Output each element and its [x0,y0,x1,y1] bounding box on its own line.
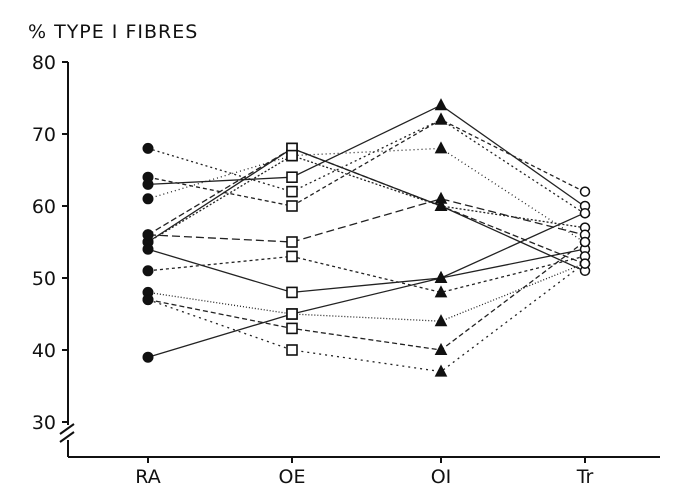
data-point-oi [434,191,448,204]
data-point-ra [142,243,154,255]
data-point-oe [286,236,298,248]
data-point-oi [434,285,448,298]
y-tick-label: 80 [32,52,56,74]
tick-labels: 30 40 50 60 70 80 RA OE OI Tr [32,52,594,488]
axes [59,61,660,463]
series-line [147,147,585,272]
series-line [147,241,585,351]
data-point-ra [142,294,154,306]
x-tick-label: OI [431,466,452,488]
series-line [147,118,585,214]
x-tick-label: OE [279,466,306,488]
series-line [147,248,585,294]
data-point-tr [579,186,591,197]
data-point-oe [286,344,298,356]
data-markers [142,98,591,377]
data-point-tr [579,258,591,269]
data-point-oi [434,112,448,125]
data-point-oe [286,185,298,198]
data-point-tr [579,236,591,248]
y-tick-label: 70 [32,124,56,146]
series-line [147,118,585,207]
data-point-oi [434,198,448,211]
data-point-oi [434,270,448,283]
data-point-ra [142,265,154,277]
data-point-oe [286,200,298,212]
y-tick-label: 30 [32,412,56,434]
series-line [147,147,585,265]
data-point-oe [286,308,298,320]
data-point-oi [434,342,448,355]
series-line [147,104,585,207]
series-line [147,198,585,243]
data-point-ra [142,142,154,154]
data-point-oe [286,286,298,299]
y-tick-label: 60 [32,196,56,218]
chart-title: % TYPE I FIBRES [28,21,198,43]
data-point-oi [434,141,448,154]
axis-break-mark [59,423,75,435]
data-point-oi [434,314,448,327]
x-tick-label: Tr [576,466,594,488]
y-tick-label: 50 [32,268,56,290]
data-point-ra [142,178,154,190]
data-point-ra [142,229,154,241]
series-line [147,262,585,322]
series-lines [147,104,585,373]
data-point-tr [579,207,591,219]
y-tick-label: 40 [32,340,56,362]
series-line [147,255,585,294]
series-line [147,147,585,243]
data-point-ra [142,193,154,205]
data-point-oi [434,364,448,377]
data-point-oe [286,149,298,162]
x-tick-label: RA [135,466,160,488]
series-line [147,212,585,358]
axis-break-mark [59,431,75,443]
data-point-oe [286,250,298,263]
data-point-ra [142,351,154,363]
data-point-oi [434,98,448,111]
data-point-oe [286,322,298,335]
data-point-oe [286,171,298,183]
